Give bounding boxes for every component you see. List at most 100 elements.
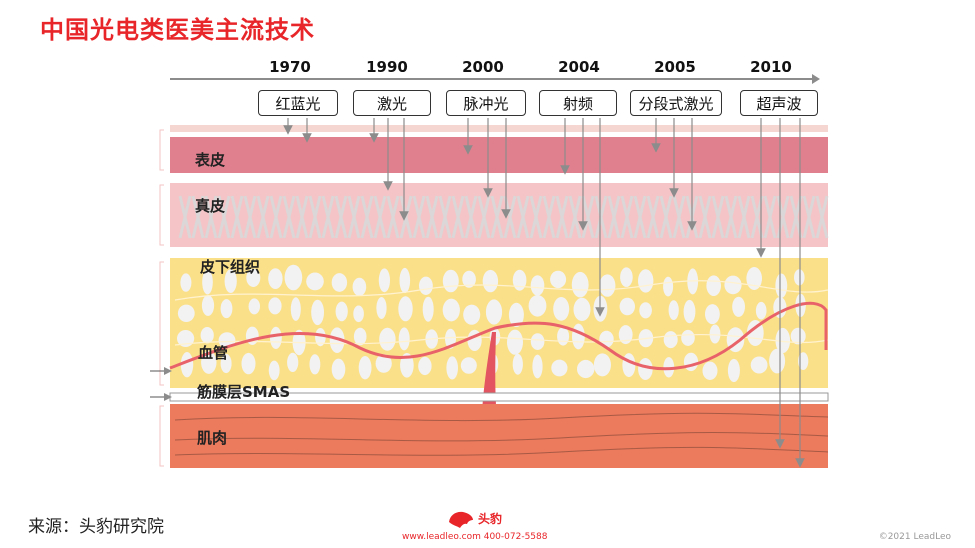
fat-cell [532, 354, 543, 379]
fat-cell [306, 272, 324, 291]
fat-cell [331, 358, 346, 380]
dermis-fiber [269, 195, 283, 239]
fat-cell [224, 269, 237, 293]
epidermis-layer [170, 137, 828, 173]
leadleo-logo-icon [449, 511, 473, 528]
dermis-fiber [490, 195, 504, 239]
page-title: 中国光电类医美主流技术 [40, 16, 315, 44]
dermis-fiber [451, 195, 465, 239]
fat-cell [180, 352, 194, 378]
fat-cell [446, 356, 459, 380]
fat-cell [769, 348, 786, 374]
fat-cell [599, 330, 614, 348]
fat-cell [724, 275, 742, 295]
fat-cell [201, 295, 215, 316]
fat-cell [794, 269, 805, 286]
year-1990: 1990 [366, 58, 408, 76]
timeline-axis [170, 78, 818, 80]
dermis-fiber [295, 195, 309, 239]
fat-cells [177, 264, 809, 383]
fat-cell [270, 326, 282, 349]
fat-cell [419, 276, 433, 295]
fat-cell [663, 276, 674, 297]
fat-cell [572, 323, 585, 350]
dermis-fiber [321, 195, 335, 239]
fat-cell [246, 268, 261, 287]
fat-cell [727, 358, 740, 383]
tech-fractional-laser: 分段式激光 [630, 90, 722, 116]
fat-cell [375, 354, 392, 373]
dermis-fiber [620, 195, 634, 239]
fat-cell [681, 329, 695, 346]
fat-cell [638, 358, 653, 380]
fat-cell [399, 267, 411, 294]
fat-cell [290, 297, 301, 321]
year-2000: 2000 [462, 58, 504, 76]
fat-cell [482, 269, 499, 293]
fat-cell [750, 356, 768, 374]
dermis-fiber [282, 195, 296, 239]
fat-cell [732, 296, 745, 317]
source-note: 来源：头豹研究院 [28, 517, 164, 537]
fat-cell [200, 327, 214, 344]
fat-cell [400, 353, 414, 378]
fat-cell [398, 327, 410, 351]
fat-cell [507, 329, 523, 355]
fat-cell [379, 327, 396, 351]
dermis-fiber [217, 195, 231, 239]
dermis-fiber [802, 195, 816, 239]
fat-cell [287, 352, 299, 372]
fat-cell [462, 270, 476, 288]
fat-cell [422, 296, 434, 322]
dermis-fiber [659, 195, 673, 239]
fat-cell [442, 269, 459, 293]
dermis-fiber [750, 195, 764, 239]
fat-cell [241, 352, 256, 375]
fat-cell [398, 296, 413, 322]
fat-cell [599, 274, 616, 297]
dermis-fiber [191, 195, 205, 239]
year-2004: 2004 [558, 58, 600, 76]
dermis-fiber [542, 195, 556, 239]
fat-cell [353, 305, 364, 323]
fat-cell [485, 299, 503, 325]
fat-cell [220, 353, 232, 374]
fat-cell [508, 302, 524, 327]
year-1970: 1970 [269, 58, 311, 76]
tech-laser: 激光 [353, 90, 431, 116]
fat-cell [798, 352, 809, 370]
year-2010: 2010 [750, 58, 792, 76]
label-subcutaneous: 皮下组织 [200, 258, 261, 276]
dermis-fiber [477, 195, 491, 239]
fat-cell [551, 359, 568, 377]
fat-cell [335, 301, 348, 322]
muscle-layer [170, 404, 828, 468]
fat-cell [557, 327, 570, 346]
dermis-fiber [672, 195, 686, 239]
fat-cell [512, 353, 523, 375]
fat-cell [746, 320, 764, 346]
fat-cell [709, 324, 721, 344]
label-muscle: 肌肉 [197, 429, 228, 447]
fat-cell [311, 299, 324, 326]
fat-cell [528, 295, 547, 317]
fat-cell [755, 301, 767, 320]
label-epidermis: 表皮 [195, 151, 226, 169]
fat-cell [329, 327, 345, 354]
fat-cell [315, 328, 326, 347]
dermis-fiber [646, 195, 660, 239]
dermis-fiber [594, 195, 608, 239]
fat-cell [358, 356, 372, 380]
dermis-fiber [386, 195, 400, 239]
fat-cell [220, 299, 233, 319]
tech-rf: 射频 [539, 90, 617, 116]
fat-cell [268, 297, 282, 315]
fat-cell [268, 360, 280, 381]
dermis-fiber [607, 195, 621, 239]
dermis-fiber [568, 195, 582, 239]
dermis-fiber [581, 195, 595, 239]
fat-cell [639, 302, 652, 319]
dermis-fiber [412, 195, 426, 239]
logo-text: 头豹 [478, 512, 503, 526]
